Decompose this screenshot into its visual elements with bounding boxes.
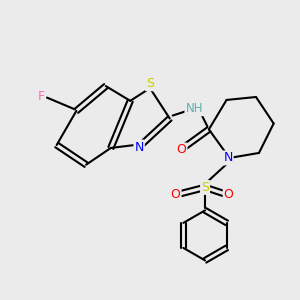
Text: F: F [38,90,45,103]
Text: O: O [177,143,186,157]
Text: NH: NH [185,102,203,115]
Text: S: S [146,77,154,90]
Text: O: O [171,188,181,201]
Text: S: S [201,181,209,194]
Text: N: N [223,152,233,164]
Text: O: O [224,188,234,201]
Text: N: N [134,141,144,154]
